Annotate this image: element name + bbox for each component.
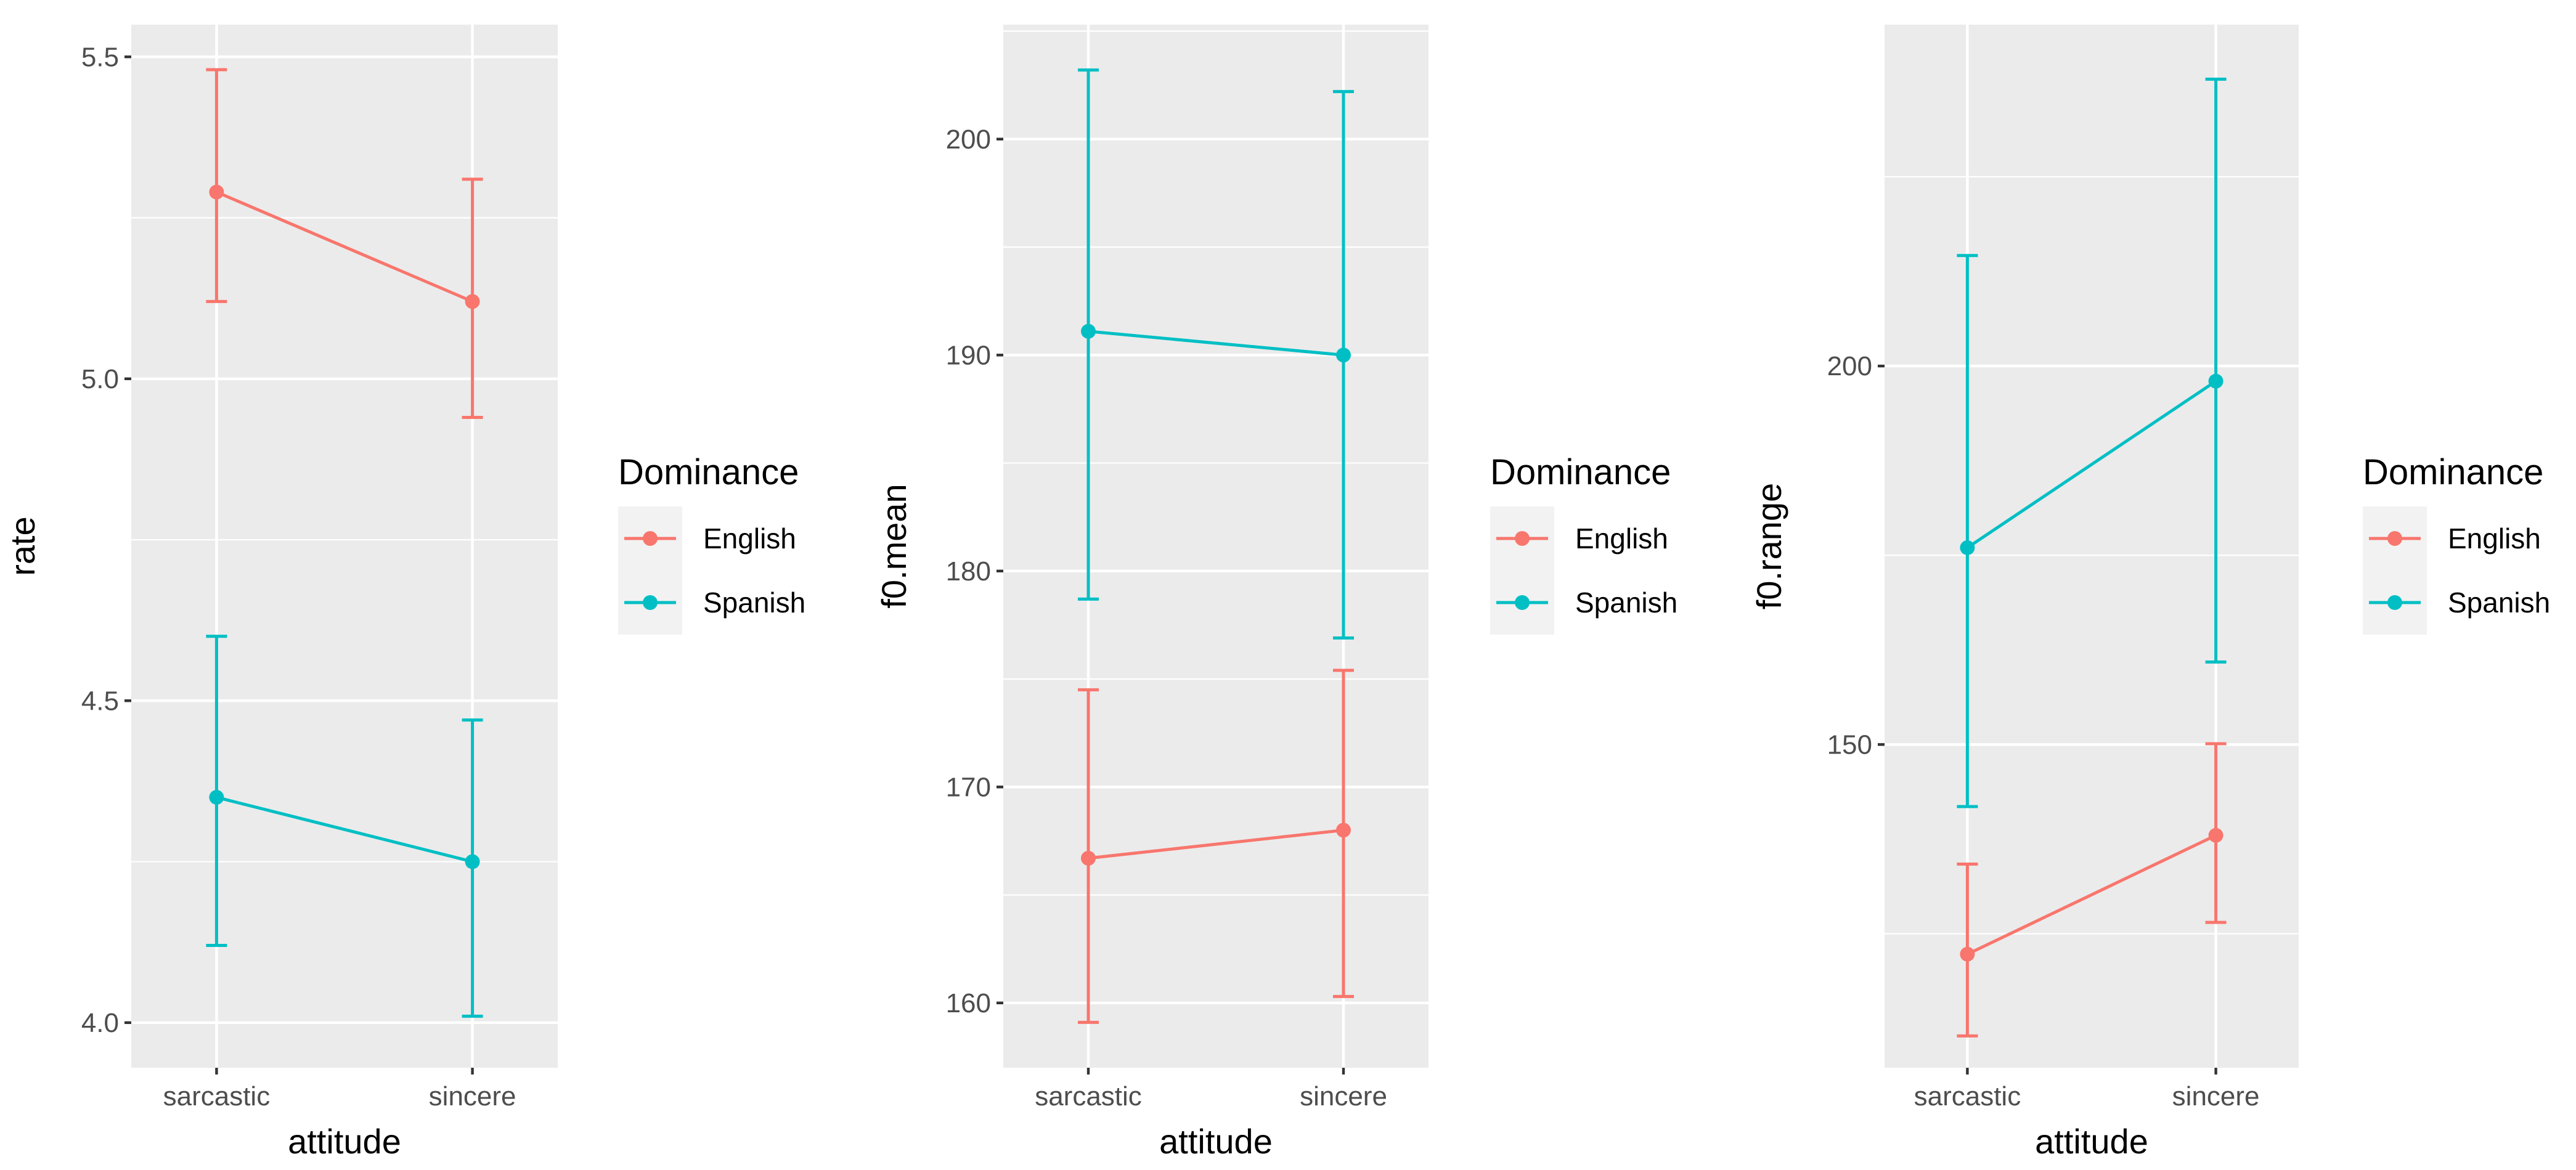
data-point: [209, 790, 224, 805]
series-english: [206, 68, 483, 419]
legend-label: English: [2448, 522, 2541, 555]
legend-title: Dominance: [2363, 452, 2543, 492]
legend-key-point: [1515, 531, 1530, 546]
series-english: [1957, 742, 2227, 1038]
x-tick-label: sincere: [1300, 1081, 1387, 1111]
x-tick-label: sarcastic: [1914, 1081, 2021, 1111]
series-spanish: [206, 635, 483, 1018]
legend-title: Dominance: [1490, 452, 1671, 492]
data-point: [1336, 823, 1351, 838]
data-point: [465, 294, 480, 309]
series-spanish: [1078, 68, 1354, 640]
legend-key-point: [643, 531, 658, 546]
y-tick-label: 180: [946, 556, 991, 587]
y-tick-label: 5.0: [81, 364, 119, 394]
y-axis-title: rate: [3, 516, 42, 576]
legend-key-point: [1515, 595, 1530, 610]
legend: Dominance English Spanish: [1490, 452, 1677, 635]
x-axis-title: attitude: [2035, 1122, 2148, 1161]
x-axis-title: attitude: [288, 1122, 401, 1161]
x-axis-title: attitude: [1159, 1122, 1273, 1161]
y-tick-label: 200: [1827, 351, 1872, 381]
legend: Dominance English Spanish: [618, 452, 805, 635]
y-tick-label: 160: [946, 988, 991, 1018]
chart-panel-1: 4.0 4.5 5.0 5.5 sarcastic sincere attitude rate…: [3, 25, 805, 1161]
data-point: [209, 184, 224, 200]
y-axis-title: f0.mean: [874, 484, 913, 608]
x-tick-label: sincere: [2172, 1081, 2260, 1111]
panel-background: [1003, 25, 1429, 1068]
y-tick-label: 4.0: [81, 1008, 119, 1038]
series-line: [1967, 834, 2217, 956]
legend-key-point: [2387, 531, 2402, 546]
series-spanish: [1957, 77, 2227, 808]
data-point: [1336, 347, 1351, 363]
series-line: [1088, 828, 1344, 860]
data-point: [1960, 946, 1975, 962]
legend-key-point: [643, 595, 658, 610]
data-point: [1960, 540, 1975, 555]
y-tick-label: 170: [946, 772, 991, 802]
panel-background: [131, 25, 558, 1068]
panel-background: [1885, 25, 2299, 1068]
legend-label: English: [703, 522, 796, 555]
legend-label: Spanish: [2448, 587, 2550, 619]
y-tick-label: 200: [946, 124, 991, 155]
series-line: [1088, 330, 1344, 357]
legend-key-point: [2387, 595, 2402, 610]
data-point: [2208, 373, 2223, 389]
x-tick-label: sarcastic: [1035, 1081, 1142, 1111]
series-line: [216, 795, 473, 864]
series-line: [216, 190, 473, 303]
x-tick-label: sarcastic: [163, 1081, 271, 1111]
legend-label: Spanish: [1575, 587, 1677, 619]
chart-panel-3: 150 200 sarcastic sincere attitude f0.range Do…: [1750, 25, 2550, 1161]
y-tick-label: 5.5: [81, 42, 119, 72]
legend-label: English: [1575, 522, 1668, 555]
data-point: [465, 854, 480, 869]
series-line: [1967, 380, 2217, 550]
legend-title: Dominance: [618, 452, 799, 492]
data-point: [1081, 850, 1096, 866]
chart-panel-2: 160 170 180 190 200 sarcastic sincere attitude f…: [874, 25, 1677, 1161]
x-tick-label: sincere: [429, 1081, 516, 1111]
data-point: [2208, 827, 2223, 843]
y-tick-label: 4.5: [81, 686, 119, 716]
legend-label: Spanish: [703, 587, 805, 619]
y-tick-label: 190: [946, 340, 991, 370]
y-tick-label: 150: [1827, 729, 1872, 760]
series-english: [1078, 668, 1354, 1024]
legend: Dominance English Spanish: [2363, 452, 2550, 635]
data-point: [1081, 323, 1096, 339]
y-axis-title: f0.range: [1750, 483, 1788, 610]
